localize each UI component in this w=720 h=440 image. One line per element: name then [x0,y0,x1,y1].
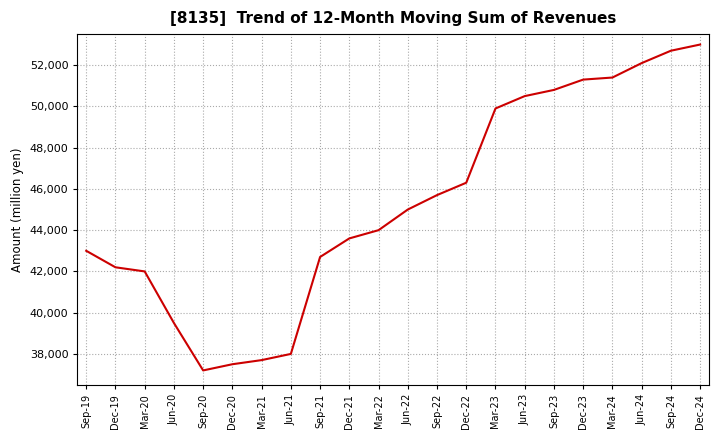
Y-axis label: Amount (million yen): Amount (million yen) [11,147,24,272]
Title: [8135]  Trend of 12-Month Moving Sum of Revenues: [8135] Trend of 12-Month Moving Sum of R… [170,11,616,26]
